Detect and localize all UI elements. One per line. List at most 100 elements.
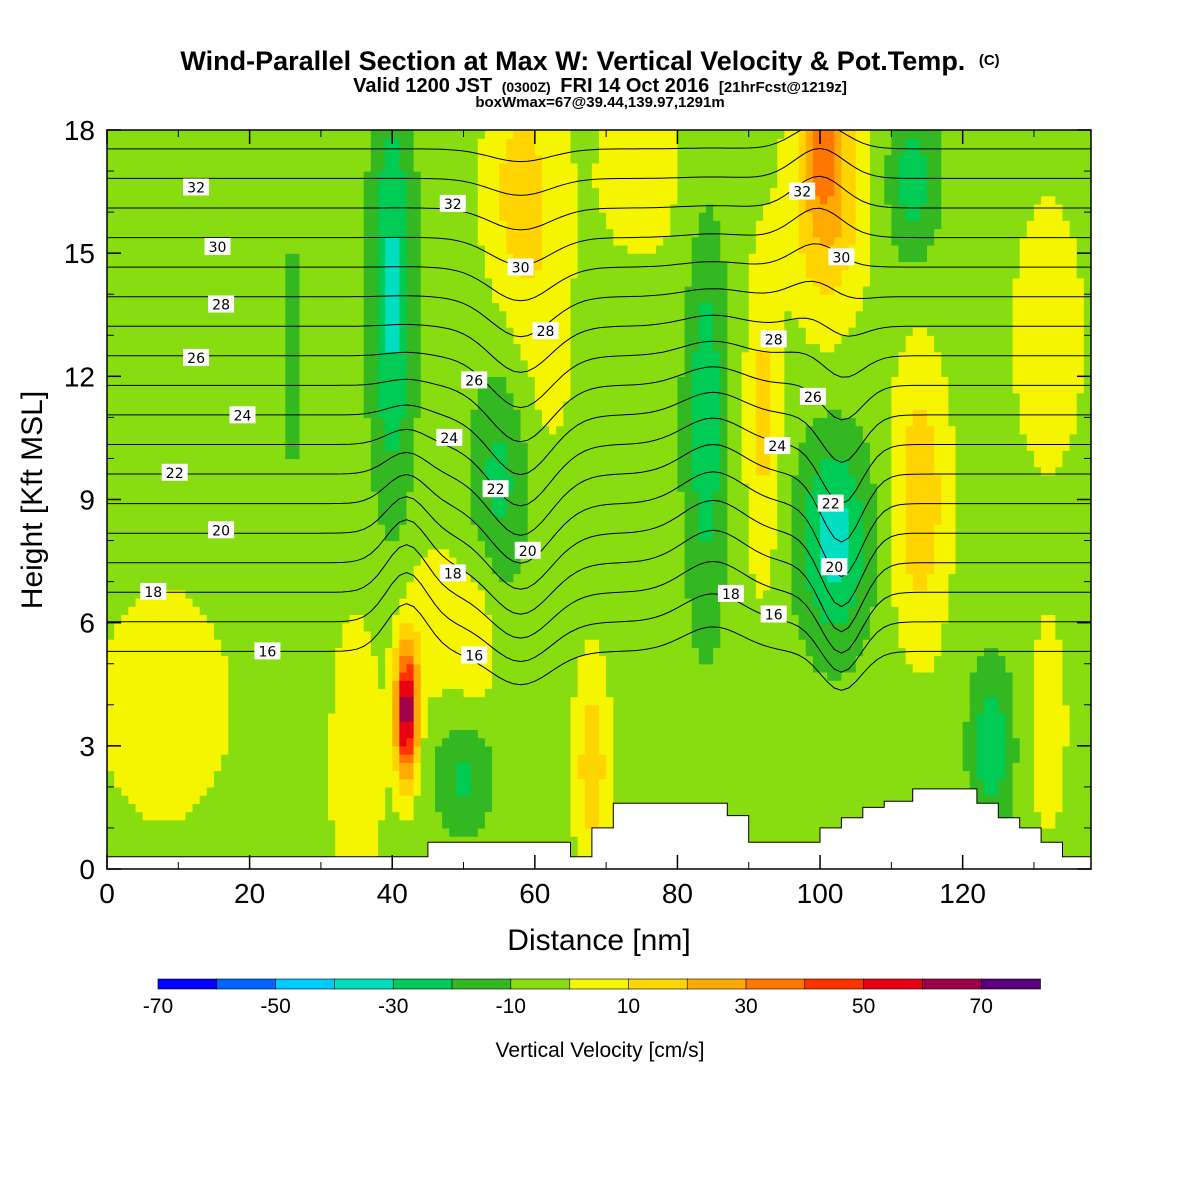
velocity-cell [107,795,115,804]
velocity-cell [691,655,700,665]
velocity-cell [599,803,607,813]
velocity-cell [299,581,308,591]
velocity-cell [941,606,949,616]
velocity-cell [263,836,272,845]
velocity-cell [1076,688,1085,698]
velocity-cell [798,745,807,755]
velocity-cell [663,762,671,772]
velocity-cell [1033,729,1042,739]
velocity-cell [541,786,550,796]
velocity-cell [777,630,785,640]
velocity-cell [549,704,557,714]
velocity-cell [492,762,500,772]
velocity-cell [577,680,586,689]
velocity-cell [349,729,358,739]
velocity-cell [741,581,750,591]
velocity-cell [855,630,864,640]
velocity-cell [513,836,522,845]
velocity-cell [456,721,465,731]
velocity-cell [1069,639,1078,648]
velocity-cell [677,737,686,747]
velocity-cell [235,778,244,788]
velocity-cell [1083,573,1091,583]
velocity-cell [213,614,222,624]
velocity-cell [919,712,928,722]
velocity-cell [1055,622,1064,632]
velocity-cell [420,712,429,722]
velocity-cell [492,803,500,813]
velocity-cell [648,762,657,772]
velocity-cell [463,606,472,616]
velocity-cell [1026,786,1035,796]
velocity-cell [121,827,129,837]
velocity-cell [285,606,293,616]
velocity-cell [370,729,379,739]
velocity-cell [199,803,208,813]
velocity-cell [1048,598,1056,607]
velocity-cell [1076,729,1085,739]
velocity-cell [399,622,408,632]
velocity-cell [613,754,621,763]
velocity-cell [399,606,408,616]
velocity-cell [520,614,529,624]
velocity-cell [791,688,800,698]
velocity-cell [705,778,714,788]
velocity-cell [549,655,557,665]
velocity-cell [713,581,721,591]
velocity-cell [477,737,486,747]
velocity-cell [705,704,714,714]
velocity-cell [734,770,743,780]
velocity-cell [292,573,301,583]
velocity-cell [107,712,115,722]
velocity-cell [620,680,629,689]
velocity-cell [755,827,764,837]
velocity-cell [713,745,721,755]
velocity-cell [1069,737,1078,747]
velocity-cell [1076,606,1085,616]
velocity-cell [356,630,365,640]
velocity-cell [406,622,415,632]
velocity-cell [263,811,272,821]
velocity-cell [556,573,564,583]
velocity-cell [763,688,771,698]
velocity-cell [577,737,586,747]
velocity-cell [477,836,486,845]
velocity-cell [442,836,450,845]
velocity-cell [919,614,928,624]
velocity-cell [356,639,365,648]
velocity-cell [377,614,386,624]
velocity-cell [385,712,393,722]
velocity-cell [185,729,194,739]
velocity-cell [442,712,450,722]
velocity-cell [427,680,436,689]
velocity-cell [755,589,764,599]
velocity-cell [449,622,457,632]
velocity-cell [178,639,187,648]
velocity-cell [1005,704,1014,714]
velocity-cell [278,622,286,632]
velocity-cell [684,704,693,714]
velocity-cell [584,671,593,681]
velocity-cell [556,712,564,722]
velocity-cell [1062,671,1071,681]
velocity-cell [128,565,137,574]
velocity-cell [199,589,208,599]
velocity-cell [1055,712,1064,722]
velocity-cell [627,647,636,657]
velocity-cell [199,565,208,574]
velocity-cell [584,696,593,706]
velocity-cell [178,581,187,591]
velocity-cell [984,745,992,755]
velocity-cell [1062,778,1071,788]
velocity-cell [556,606,564,616]
velocity-cell [777,762,785,772]
velocity-cell [877,704,885,714]
velocity-cell [698,795,707,804]
velocity-cell [727,803,736,813]
velocity-cell [898,770,907,780]
velocity-cell [791,589,800,599]
velocity-cell [755,762,764,772]
velocity-cell [905,786,914,796]
velocity-cell [848,622,857,632]
velocity-cell [342,795,351,804]
